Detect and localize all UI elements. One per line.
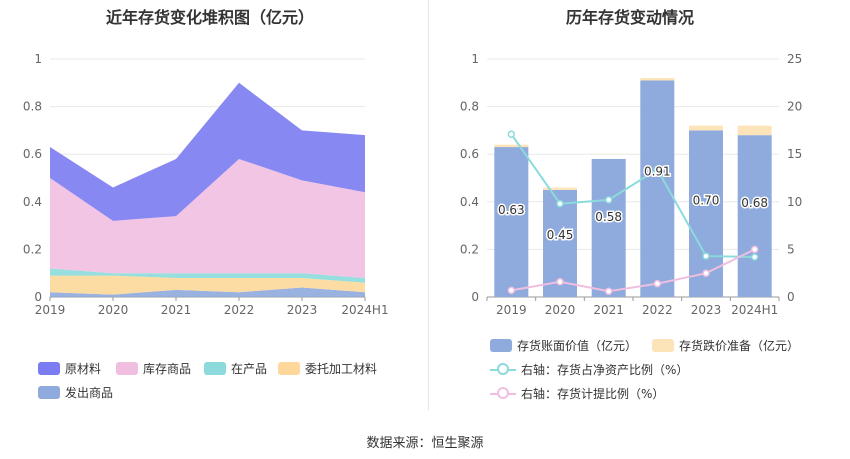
legend-item-wip[interactable]: 在产品 [204, 360, 267, 377]
right-x-tick-label: 2019 [496, 303, 527, 317]
legend-swatch [116, 362, 138, 375]
line-point [750, 253, 759, 261]
chart-divider [428, 0, 429, 410]
bar-impairment [543, 187, 577, 190]
left-y-tick-label: 0.8 [23, 100, 42, 114]
legend-item-finished-goods[interactable]: 库存商品 [116, 360, 191, 377]
right-y-tick-label: 0.2 [460, 242, 479, 256]
legend-swatch [278, 362, 300, 375]
legend-label: 在产品 [231, 362, 268, 376]
legend-item-raw-materials[interactable]: 原材料 [38, 360, 101, 377]
bar-data-label: 0.70 [693, 193, 720, 207]
bar-book-value [689, 130, 723, 297]
legend-swatch [38, 386, 60, 399]
legend-label: 委托加工材料 [305, 362, 378, 376]
legend-swatch [204, 362, 226, 375]
line-point [604, 287, 613, 296]
legend-label: 发出商品 [65, 386, 114, 400]
line-point [507, 286, 516, 295]
legend-label: 存货跌价准备（亿元） [679, 339, 800, 353]
legend-label: 存货账面价值（亿元） [517, 339, 638, 353]
left-y-tick-label: 0.2 [23, 242, 42, 256]
right-y2-tick-label: 15 [787, 147, 802, 161]
area-series-1 [50, 275, 365, 295]
left-x-tick-label: 2020 [98, 303, 129, 317]
line-point [604, 196, 613, 204]
line-point [750, 245, 759, 254]
line-point [702, 269, 710, 277]
area-series-0 [50, 287, 365, 297]
right-y-tick-label: 0.8 [460, 100, 479, 114]
bar-impairment [494, 144, 529, 148]
legend-line-marker [490, 387, 516, 400]
legend-swatch [38, 362, 60, 375]
bar-data-label: 0.68 [741, 196, 768, 210]
legend-label: 右轴：存货占净资产比例（%） [521, 363, 689, 377]
right-y2-tick-label: 10 [787, 195, 802, 209]
left-y-tick-label: 0.6 [23, 147, 42, 161]
bar-impairment [640, 78, 675, 81]
legend-label: 原材料 [65, 362, 102, 376]
area-series-2 [50, 268, 365, 283]
line-point [653, 279, 662, 288]
line-point [653, 165, 662, 174]
right-y-tick-label: 0.6 [460, 147, 479, 161]
line-point [507, 130, 516, 138]
right-y-tick-label: 0.4 [460, 195, 479, 209]
left-x-tick-label: 2021 [161, 303, 192, 317]
line-series-1 [511, 248, 756, 293]
area-series-4 [50, 82, 365, 221]
right-y-tick-label: 1 [471, 52, 479, 66]
right-y2-tick-label: 20 [787, 100, 802, 114]
left-chart-title: 近年存货变化堆积图（亿元） [105, 8, 314, 27]
legend-item-net-asset-ratio[interactable]: 右轴：存货占净资产比例（%） [490, 361, 688, 378]
bar-data-label: 0.63 [498, 203, 525, 217]
bar-impairment [737, 125, 772, 136]
right-x-tick-label: 2024H1 [731, 303, 778, 317]
area-series-3 [50, 158, 365, 278]
legend-item-goods-shipped[interactable]: 发出商品 [38, 384, 113, 401]
bar-book-value [494, 147, 529, 297]
left-x-tick-label: 2022 [224, 303, 255, 317]
legend-swatch [652, 339, 674, 352]
bar-data-label: 0.45 [547, 228, 574, 242]
right-x-tick-label: 2023 [691, 303, 722, 317]
right-x-tick-label: 2020 [545, 303, 576, 317]
legend-label: 右轴：存货计提比例（%） [521, 387, 665, 401]
legend-item-provision-ratio[interactable]: 右轴：存货计提比例（%） [490, 385, 664, 402]
bar-impairment [689, 125, 723, 131]
right-y-tick-label: 0 [471, 290, 479, 304]
bar-book-value [737, 135, 772, 297]
legend-item-impairment[interactable]: 存货跌价准备（亿元） [652, 337, 799, 354]
left-y-tick-label: 0.4 [23, 195, 42, 209]
line-series-0 [510, 133, 755, 259]
line-point [702, 252, 710, 260]
legend-line-marker [490, 363, 516, 376]
left-y-tick-label: 0 [34, 290, 42, 304]
right-x-tick-label: 2022 [642, 303, 673, 317]
right-x-tick-label: 2021 [593, 303, 624, 317]
line-point [556, 199, 564, 208]
legend-item-consigned-materials[interactable]: 委托加工材料 [278, 360, 377, 377]
left-x-tick-label: 2024H1 [341, 303, 388, 317]
line-point [556, 278, 564, 286]
bar-data-label: 0.91 [644, 164, 671, 178]
right-chart-title: 历年存货变动情况 [565, 8, 694, 27]
right-y2-tick-label: 25 [787, 52, 802, 66]
legend-item-book-value[interactable]: 存货账面价值（亿元） [490, 337, 637, 354]
bar-data-label: 0.58 [595, 210, 622, 224]
left-x-tick-label: 2019 [35, 303, 66, 317]
left-y-tick-label: 1 [34, 52, 42, 66]
right-y2-tick-label: 5 [787, 242, 795, 256]
bar-book-value [591, 158, 626, 297]
legend-label: 库存商品 [143, 362, 192, 376]
legend-swatch [490, 339, 512, 352]
data-source: 数据来源：恒生聚源 [366, 436, 484, 451]
right-y2-tick-label: 0 [787, 290, 795, 304]
left-x-tick-label: 2023 [287, 303, 318, 317]
